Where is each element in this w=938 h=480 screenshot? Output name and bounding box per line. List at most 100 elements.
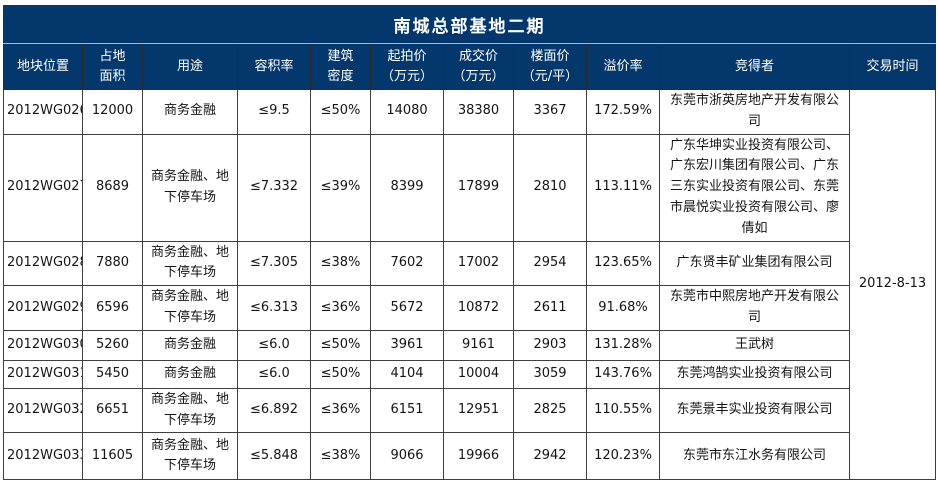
cell-premium: 120.23% [586, 432, 660, 480]
cell-floor-price: 3059 [513, 359, 587, 389]
cell-area: 11605 [82, 432, 143, 480]
cell-floor-price: 3367 [513, 89, 587, 135]
cell-use: 商务金融 [142, 359, 238, 389]
cell-floor-price: 2611 [513, 285, 587, 331]
col-header-premium: 溢价率 [586, 43, 660, 90]
land-auction-table: 南城总部基地二期 地块位置 占地 面积 用途 容积率 建筑 密度 起拍价 （万元… [2, 5, 937, 480]
cell-area: 5450 [82, 359, 143, 389]
cell-start-price: 7602 [370, 240, 444, 287]
cell-winner: 东莞市浙英房地产开发有限公司 [659, 89, 850, 135]
cell-use: 商务金融、地下停车场 [142, 133, 238, 242]
cell-winner: 东莞市东江水务有限公司 [659, 432, 850, 480]
cell-plot-id: 2012WG029 [3, 285, 83, 331]
table-row: 2012WG033 11605 商务金融、地下停车场 ≤5.848 ≤38% 9… [3, 432, 936, 480]
col-header-start-price: 起拍价 （万元） [370, 43, 444, 90]
cell-plot-id: 2012WG033 [3, 432, 83, 480]
table-row: 2012WG028 7880 商务金融、地下停车场 ≤7.305 ≤38% 76… [3, 240, 936, 287]
cell-far: ≤6.0 [237, 359, 311, 389]
col-header-area: 占地 面积 [82, 43, 143, 90]
cell-far: ≤9.5 [237, 89, 311, 135]
cell-density: ≤50% [310, 329, 371, 361]
cell-far: ≤7.332 [237, 133, 311, 242]
cell-premium: 110.55% [586, 387, 660, 434]
cell-winner: 广东华坤实业投资有限公司、广东宏川集团有限公司、广东三东实业投资有限公司、东莞市… [659, 133, 850, 242]
cell-density: ≤50% [310, 359, 371, 389]
cell-premium: 131.28% [586, 329, 660, 361]
cell-use: 商务金融、地下停车场 [142, 387, 238, 434]
cell-deal-price: 19966 [443, 432, 514, 480]
table-title-row: 南城总部基地二期 [2, 5, 937, 44]
col-header-winner: 竞得者 [659, 43, 850, 90]
cell-density: ≤38% [310, 240, 371, 287]
col-header-far: 容积率 [237, 43, 311, 90]
cell-deal-price: 10872 [443, 285, 514, 331]
table-row: 2012WG026 12000 商务金融 ≤9.5 ≤50% 14080 383… [3, 88, 937, 480]
cell-area: 6596 [82, 285, 143, 331]
cell-area: 12000 [82, 89, 143, 135]
col-header-floor-price: 楼面价 （元/平） [513, 43, 587, 90]
col-header-density: 建筑 密度 [310, 43, 371, 90]
cell-start-price: 3961 [370, 329, 444, 361]
cell-far: ≤6.892 [237, 387, 311, 434]
cell-plot-id: 2012WG031 [3, 359, 83, 389]
cell-floor-price: 2825 [513, 387, 587, 434]
cell-winner: 东莞鸿鹄实业投资有限公司 [659, 359, 850, 389]
cell-area: 8689 [82, 133, 143, 242]
cell-transaction-date: 2012-8-13 [848, 88, 937, 480]
land-auction-table-container: 南城总部基地二期 地块位置 占地 面积 用途 容积率 建筑 密度 起拍价 （万元… [2, 5, 937, 480]
cell-density: ≤39% [310, 133, 371, 242]
cell-plot-id: 2012WG026 [3, 89, 83, 135]
table-title: 南城总部基地二期 [2, 5, 937, 44]
cell-area: 5260 [82, 329, 143, 361]
cell-premium: 91.68% [586, 285, 660, 331]
cell-winner: 东莞景丰实业投资有限公司 [659, 387, 850, 434]
table-row: 2012WG029 6596 商务金融、地下停车场 ≤6.313 ≤36% 56… [3, 285, 936, 331]
col-header-plot-id: 地块位置 [3, 43, 83, 90]
cell-deal-price: 9161 [443, 329, 514, 361]
cell-premium: 113.11% [586, 133, 660, 242]
cell-floor-price: 2810 [513, 133, 587, 242]
cell-use: 商务金融、地下停车场 [142, 240, 238, 287]
cell-plot-id: 2012WG030 [3, 329, 83, 361]
cell-far: ≤6.0 [237, 329, 311, 361]
cell-area: 7880 [82, 240, 143, 287]
cell-winner: 王武树 [659, 329, 850, 361]
cell-deal-price: 38380 [443, 89, 514, 135]
cell-premium: 172.59% [586, 89, 660, 135]
cell-deal-price: 10004 [443, 359, 514, 389]
cell-density: ≤36% [310, 387, 371, 434]
cell-floor-price: 2954 [513, 240, 587, 287]
cell-far: ≤5.848 [237, 432, 311, 480]
cell-floor-price: 2942 [513, 432, 587, 480]
cell-premium: 123.65% [586, 240, 660, 287]
cell-start-price: 5672 [370, 285, 444, 331]
cell-use: 商务金融 [142, 329, 238, 361]
col-header-deal-price: 成交价 （万元） [443, 43, 514, 90]
cell-deal-price: 17002 [443, 240, 514, 287]
cell-start-price: 4104 [370, 359, 444, 389]
cell-density: ≤38% [310, 432, 371, 480]
cell-density: ≤36% [310, 285, 371, 331]
table-row: 2012WG030 5260 商务金融 ≤6.0 ≤50% 3961 9161 … [3, 329, 936, 361]
cell-start-price: 14080 [370, 89, 444, 135]
cell-start-price: 6151 [370, 387, 444, 434]
cell-plot-id: 2012WG032 [3, 387, 83, 434]
cell-use: 商务金融 [142, 89, 238, 135]
cell-winner: 广东贤丰矿业集团有限公司 [659, 240, 850, 287]
cell-use: 商务金融、地下停车场 [142, 285, 238, 331]
cell-far: ≤6.313 [237, 285, 311, 331]
cell-start-price: 8399 [370, 133, 444, 242]
cell-start-price: 9066 [370, 432, 444, 480]
cell-plot-id: 2012WG028 [3, 240, 83, 287]
cell-area: 6651 [82, 387, 143, 434]
cell-deal-price: 17899 [443, 133, 514, 242]
table-row: 2012WG031 5450 商务金融 ≤6.0 ≤50% 4104 10004… [3, 359, 936, 389]
table-header-row: 地块位置 占地 面积 用途 容积率 建筑 密度 起拍价 （万元） 成交价 （万元… [3, 43, 937, 90]
col-header-transaction-date: 交易时间 [848, 43, 937, 90]
cell-far: ≤7.305 [237, 240, 311, 287]
cell-use: 商务金融、地下停车场 [142, 432, 238, 480]
cell-floor-price: 2903 [513, 329, 587, 361]
cell-winner: 东莞市中熙房地产开发有限公司 [659, 285, 850, 331]
cell-deal-price: 12951 [443, 387, 514, 434]
table-row: 2012WG027 8689 商务金融、地下停车场 ≤7.332 ≤39% 83… [3, 133, 936, 242]
